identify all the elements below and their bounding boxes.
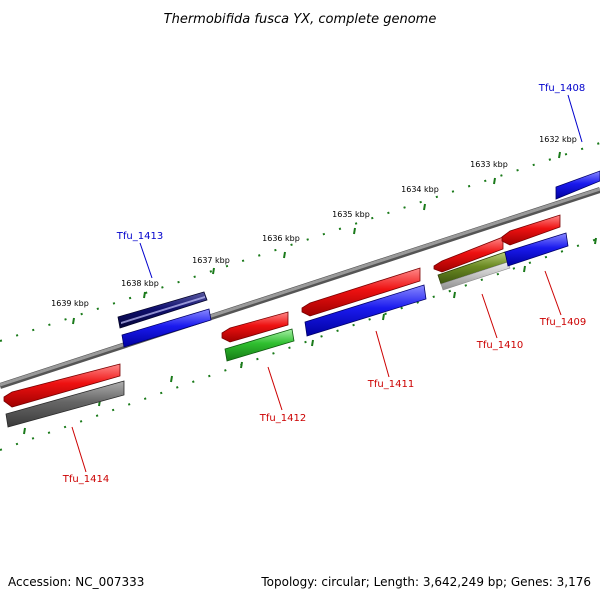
- major-tick: [170, 375, 173, 383]
- major-tick: [382, 313, 385, 321]
- major-tick: [283, 251, 286, 259]
- gene-label-tfu-1412[interactable]: Tfu_1412: [259, 413, 306, 424]
- inner-ruler-major-ticks: [23, 237, 597, 435]
- major-tick: [23, 427, 26, 435]
- gene-tfu-1413-bar[interactable]: [121, 308, 212, 348]
- gene-label-tfu-1414[interactable]: Tfu_1414: [62, 474, 109, 485]
- leader-line-tfu-1411: [375, 330, 390, 378]
- leader-line-tfu-1409: [544, 270, 562, 316]
- leader-line-tfu-1414: [71, 426, 87, 473]
- major-tick: [311, 339, 314, 347]
- major-tick: [453, 291, 456, 299]
- gene-tfu-1409-bar[interactable]: [504, 232, 569, 267]
- leader-line-tfu-1410: [481, 293, 498, 339]
- ruler-label: 1637 kbp: [192, 256, 230, 265]
- gene-tfu-1414-feature[interactable]: [3, 363, 121, 408]
- label-leaders: [71, 94, 583, 473]
- ruler-label: 1639 kbp: [51, 299, 89, 308]
- ruler-label: 1636 kbp: [262, 234, 300, 243]
- gene-tfu-1410-feature[interactable]: [433, 236, 504, 273]
- gene-tfu-1411-bar[interactable]: [304, 284, 427, 337]
- gene-tfu-1413-feature[interactable]: [117, 291, 208, 329]
- leader-line-tfu-1412: [267, 366, 283, 411]
- gene-tfu-1412-bar[interactable]: [224, 328, 295, 362]
- ruler-label: 1635 kbp: [332, 210, 370, 219]
- gene-tfu-1410-bar[interactable]: [437, 251, 511, 291]
- major-tick: [594, 237, 597, 245]
- gene-label-tfu-1409[interactable]: Tfu_1409: [539, 317, 586, 328]
- map-title: Thermobifida fusca YX, complete genome: [164, 12, 437, 27]
- gene-tfu-1409-feature[interactable]: [501, 214, 561, 246]
- gene-tfu-1411-feature[interactable]: [301, 267, 421, 317]
- accession-text: Accession: NC_007333: [8, 575, 144, 589]
- genome-backbone: [0, 187, 600, 389]
- major-tick: [523, 265, 526, 273]
- major-tick: [493, 177, 496, 185]
- gene-tfu-1414-bar[interactable]: [5, 380, 125, 428]
- gene-labels: Tfu_1408 Tfu_1409 Tfu_1410 Tfu_1411 Tfu_…: [62, 83, 586, 485]
- gene-tfu-1408-feature[interactable]: [555, 170, 600, 200]
- major-tick: [240, 361, 243, 369]
- major-tick: [212, 267, 215, 275]
- major-tick: [353, 227, 356, 235]
- ruler-label: 1633 kbp: [470, 160, 508, 169]
- major-tick: [558, 151, 561, 159]
- gene-tfu-1412-feature[interactable]: [221, 311, 289, 343]
- ruler-label: 1634 kbp: [401, 185, 439, 194]
- gene-label-tfu-1413[interactable]: Tfu_1413: [116, 231, 163, 242]
- leader-line-tfu-1413: [139, 242, 153, 279]
- gene-label-tfu-1410[interactable]: Tfu_1410: [476, 340, 523, 351]
- ruler-label: 1638 kbp: [121, 279, 159, 288]
- gene-label-tfu-1408[interactable]: Tfu_1408: [538, 83, 585, 94]
- ruler-label: 1632 kbp: [539, 135, 577, 144]
- major-tick: [143, 291, 146, 299]
- genome-summary-text: Topology: circular; Length: 3,642,249 bp…: [260, 575, 591, 589]
- major-tick: [423, 203, 426, 211]
- leader-line-tfu-1408: [567, 94, 583, 143]
- ruler-labels: 1632 kbp 1633 kbp 1634 kbp 1635 kbp 1636…: [51, 135, 577, 308]
- major-tick: [72, 317, 75, 325]
- outer-ruler-major-ticks: [72, 151, 561, 325]
- gene-label-tfu-1411[interactable]: Tfu_1411: [367, 379, 414, 390]
